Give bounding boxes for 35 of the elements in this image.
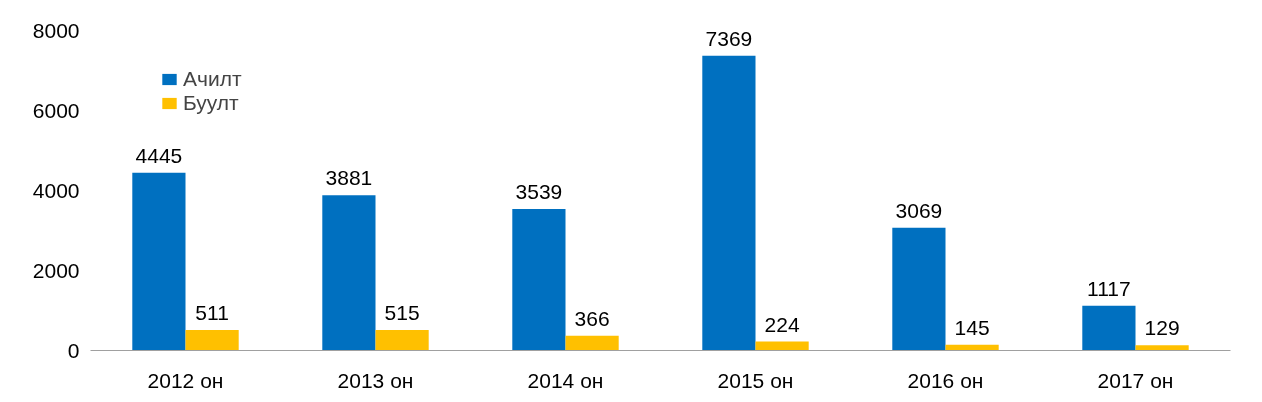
data-label: 511 xyxy=(195,301,229,325)
data-label: 4445 xyxy=(135,143,183,167)
bar xyxy=(132,172,186,351)
bar xyxy=(322,195,376,351)
data-label: 515 xyxy=(384,300,420,324)
data-label: 7369 xyxy=(705,26,753,50)
bar xyxy=(702,55,756,351)
y-tick-label: 8000 xyxy=(32,18,80,42)
x-tick-label: 2016 он xyxy=(907,368,984,392)
y-tick-label: 2000 xyxy=(32,258,80,282)
data-label: 1117 xyxy=(1087,276,1131,300)
data-label: 224 xyxy=(764,312,800,336)
x-tick-label: 2012 он xyxy=(147,368,224,392)
bar xyxy=(375,329,429,351)
data-label: 3539 xyxy=(515,179,563,203)
data-label: 366 xyxy=(574,306,610,330)
bar xyxy=(892,227,946,351)
legend-label: Ачилт xyxy=(183,67,242,91)
y-tick-label: 6000 xyxy=(32,98,80,122)
y-tick-label: 0 xyxy=(67,338,80,362)
bar xyxy=(1082,305,1136,351)
data-label: 3881 xyxy=(325,166,373,190)
x-tick-label: 2014 он xyxy=(527,368,604,392)
data-label: 3069 xyxy=(895,198,943,222)
legend-label: Буулт xyxy=(183,91,239,115)
bar xyxy=(512,208,566,351)
x-tick-label: 2013 он xyxy=(337,368,414,392)
x-tick-label: 2015 он xyxy=(717,368,794,392)
x-tick-label: 2017 он xyxy=(1097,368,1174,392)
bar xyxy=(1135,345,1189,351)
bar xyxy=(185,330,239,351)
data-label: 129 xyxy=(1144,316,1180,340)
y-tick-label: 4000 xyxy=(32,178,80,202)
bar xyxy=(565,335,619,351)
data-label: 145 xyxy=(954,315,990,339)
